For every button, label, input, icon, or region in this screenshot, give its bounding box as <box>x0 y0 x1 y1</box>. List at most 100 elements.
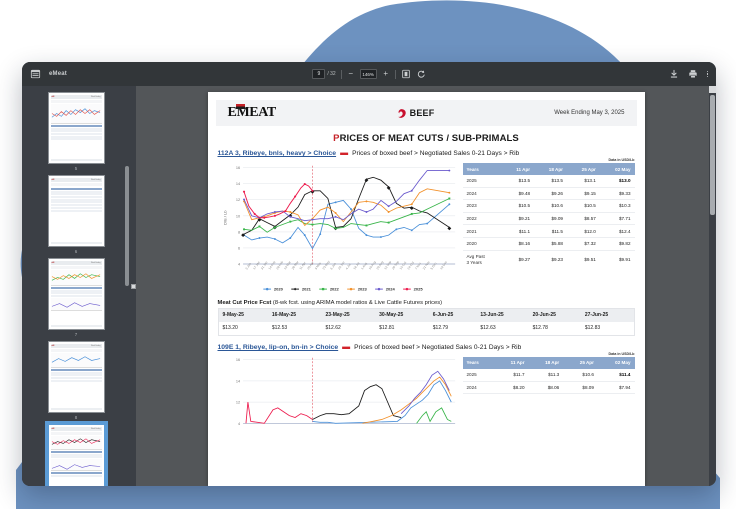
document-pane[interactable]: EMEAT BEEF Week Ending May 3, 2025 PRI <box>136 86 716 486</box>
price-table-column-1: Data in USD/Lb Years 11 Apr 18 Apr 25 Ap… <box>462 158 635 293</box>
thumbnail-item[interactable]: eM Week Ending <box>47 258 105 338</box>
forecast-value: $12.81 <box>375 321 429 336</box>
table-row: 2024 $9.48 $9.26 $9.15 $9.33 <box>462 187 635 201</box>
data-units-note: Data in USD/Lb <box>608 351 635 356</box>
thumbnail-item[interactable]: eM Week Ending <box>47 92 105 172</box>
table-row: 2025 $11.7 $11.3 $10.6 $11.4 <box>462 368 635 382</box>
forecast-value: $12.53 <box>267 321 322 336</box>
zoom-level-input[interactable]: 146% <box>359 69 377 79</box>
print-icon[interactable] <box>688 69 698 79</box>
fit-page-icon[interactable] <box>401 69 411 79</box>
sidebar-toggle-icon[interactable] <box>30 69 41 79</box>
row-year: 2024 <box>462 187 502 201</box>
thumbnail-page-preview[interactable]: eM Week Ending <box>47 92 105 164</box>
forecast-table: 9-May-25 16-May-25 23-May-25 30-May-25 6… <box>217 307 635 336</box>
document-title: eMeat <box>49 71 68 77</box>
thumbnail-item[interactable]: eM Week Ending <box>47 341 105 421</box>
svg-text:14 Mar: 14 Mar <box>283 260 292 270</box>
thumbnail-list: eM Week Ending <box>22 92 130 486</box>
cell-value: $7.32 <box>566 237 600 251</box>
forecast-heading: Meat Cut Price Fcst (8-wk fcst. using AR… <box>218 300 635 306</box>
row-year: 2022 <box>462 212 502 226</box>
rotate-icon[interactable] <box>416 69 426 79</box>
cell-value: $10.6 <box>534 199 567 213</box>
svg-text:12 Sep: 12 Sep <box>383 260 392 271</box>
cell-value: $11.1 <box>501 224 535 238</box>
forecast-value: $12.78 <box>528 321 581 336</box>
cut-name-link[interactable]: 112A 3, Ribeye, bnls, heavy > Choice <box>217 150 337 157</box>
zoom-in-button[interactable]: + <box>383 69 388 78</box>
svg-text:23 May: 23 May <box>321 259 330 270</box>
thumbnail-page-preview[interactable]: eM Week Ending <box>47 175 105 247</box>
thumbnail-sidebar: eM Week Ending <box>22 86 130 486</box>
page-number-input[interactable]: 9 <box>312 69 326 79</box>
cut-name-link[interactable]: 109E 1, Ribeye, lip-on, bn-in > Choice <box>217 343 339 351</box>
page-navigation: 9 / 32 <box>312 69 336 79</box>
forecast-col: 23-May-25 <box>321 308 376 322</box>
cell-value: $9.15 <box>566 187 600 201</box>
data-units-note: Data in USD/Lb <box>608 158 635 162</box>
table-row: 2021 $11.1 $11.5 $12.0 $12.4 <box>462 224 635 238</box>
svg-text:9 May: 9 May <box>313 261 321 271</box>
thumbnail-item[interactable]: eM Week Ending 6 <box>47 175 105 255</box>
cell-value-current: $11.4 <box>597 368 635 382</box>
document-scrollbar[interactable] <box>709 86 716 486</box>
cell-value-current: $12.4 <box>599 224 635 238</box>
svg-text:28 Mar: 28 Mar <box>290 260 299 270</box>
forecast-col: 27-Jun-25 <box>580 308 634 322</box>
splitter-grip-icon[interactable] <box>130 283 136 289</box>
week-ending-label: Week Ending May 3, 2025 <box>554 110 625 116</box>
cut-section-2: 109E 1, Ribeye, lip-on, bn-in > Choice ▬… <box>208 341 645 429</box>
thumbnail-page-preview[interactable]: eM Week Ending <box>47 341 105 413</box>
forecast-value: $12.83 <box>580 321 634 336</box>
cell-value: $11.3 <box>528 368 564 382</box>
svg-text:18 Jul: 18 Jul <box>352 261 360 270</box>
cut-heading: 109E 1, Ribeye, lip-on, bn-in > Choice ▬… <box>217 341 522 351</box>
sidebar-splitter[interactable] <box>130 86 136 486</box>
cell-value-current: $13.0 <box>599 175 635 188</box>
cell-value: $10.6 <box>563 368 598 382</box>
price-table-2: Years 11 Apr 18 Apr 25 Apr 02 May <box>462 356 635 395</box>
thumbnail-page-preview[interactable]: eM Week Ending <box>44 421 108 486</box>
svg-text:14: 14 <box>235 182 240 186</box>
cell-value-current: $9.33 <box>599 187 635 201</box>
cell-value: $11.7 <box>494 368 529 382</box>
col-18-apr: 18 Apr <box>534 163 567 175</box>
forecast-col: 13-Jun-25 <box>476 308 529 322</box>
price-chart-1: 16 14 12 10 8 6 4 Dlls / Lb <box>218 158 459 293</box>
scroll-up-arrow-icon[interactable] <box>709 86 716 93</box>
col-25-apr: 25 Apr <box>563 356 598 369</box>
forecast-label: Meat Cut Price Fcst <box>217 299 272 306</box>
page-title-accent: P <box>333 133 340 144</box>
svg-text:2025: 2025 <box>413 286 423 291</box>
more-options-icon[interactable] <box>706 70 708 78</box>
thumbnail-page-preview[interactable]: eM Week Ending <box>47 258 105 330</box>
document-scrollbar-thumb[interactable] <box>710 95 715 215</box>
svg-text:19 Dec: 19 Dec <box>439 260 448 271</box>
svg-text:21 Nov: 21 Nov <box>421 260 430 271</box>
col-years: Years <box>462 163 502 175</box>
svg-text:8: 8 <box>238 230 240 234</box>
cell-value: $9.23 <box>551 257 563 263</box>
page-count-label: / 32 <box>327 71 336 77</box>
col-02-may: 02 May <box>599 163 635 175</box>
page-title: PRICES OF MEAT CUTS / SUB-PRIMALS <box>208 133 645 144</box>
cell-value-current: $7.94 <box>597 381 635 395</box>
toolbar-right-group <box>669 62 708 86</box>
forecast-value: $13.20 <box>218 321 268 336</box>
toolbar-divider <box>340 69 342 79</box>
price-chart-2-svg: 16 14 12 4 <box>235 357 455 426</box>
cell-value-current: $9.82 <box>599 237 635 251</box>
cell-value-current: $10.3 <box>599 199 635 213</box>
svg-text:14: 14 <box>235 379 240 383</box>
forecast-value: $12.62 <box>321 321 376 336</box>
sidebar-scrollbar[interactable] <box>124 86 130 486</box>
download-icon[interactable] <box>669 69 679 79</box>
svg-text:29 Aug: 29 Aug <box>375 260 384 270</box>
zoom-out-button[interactable]: − <box>348 69 353 78</box>
thumbnail-item-selected[interactable]: eM Week Ending <box>44 421 108 486</box>
sidebar-scrollbar-thumb[interactable] <box>125 166 129 286</box>
forecast-sublabel: (8-wk fcst. using ARIMA model ratios & L… <box>272 299 443 306</box>
cell-value: $8.57 <box>566 212 600 226</box>
